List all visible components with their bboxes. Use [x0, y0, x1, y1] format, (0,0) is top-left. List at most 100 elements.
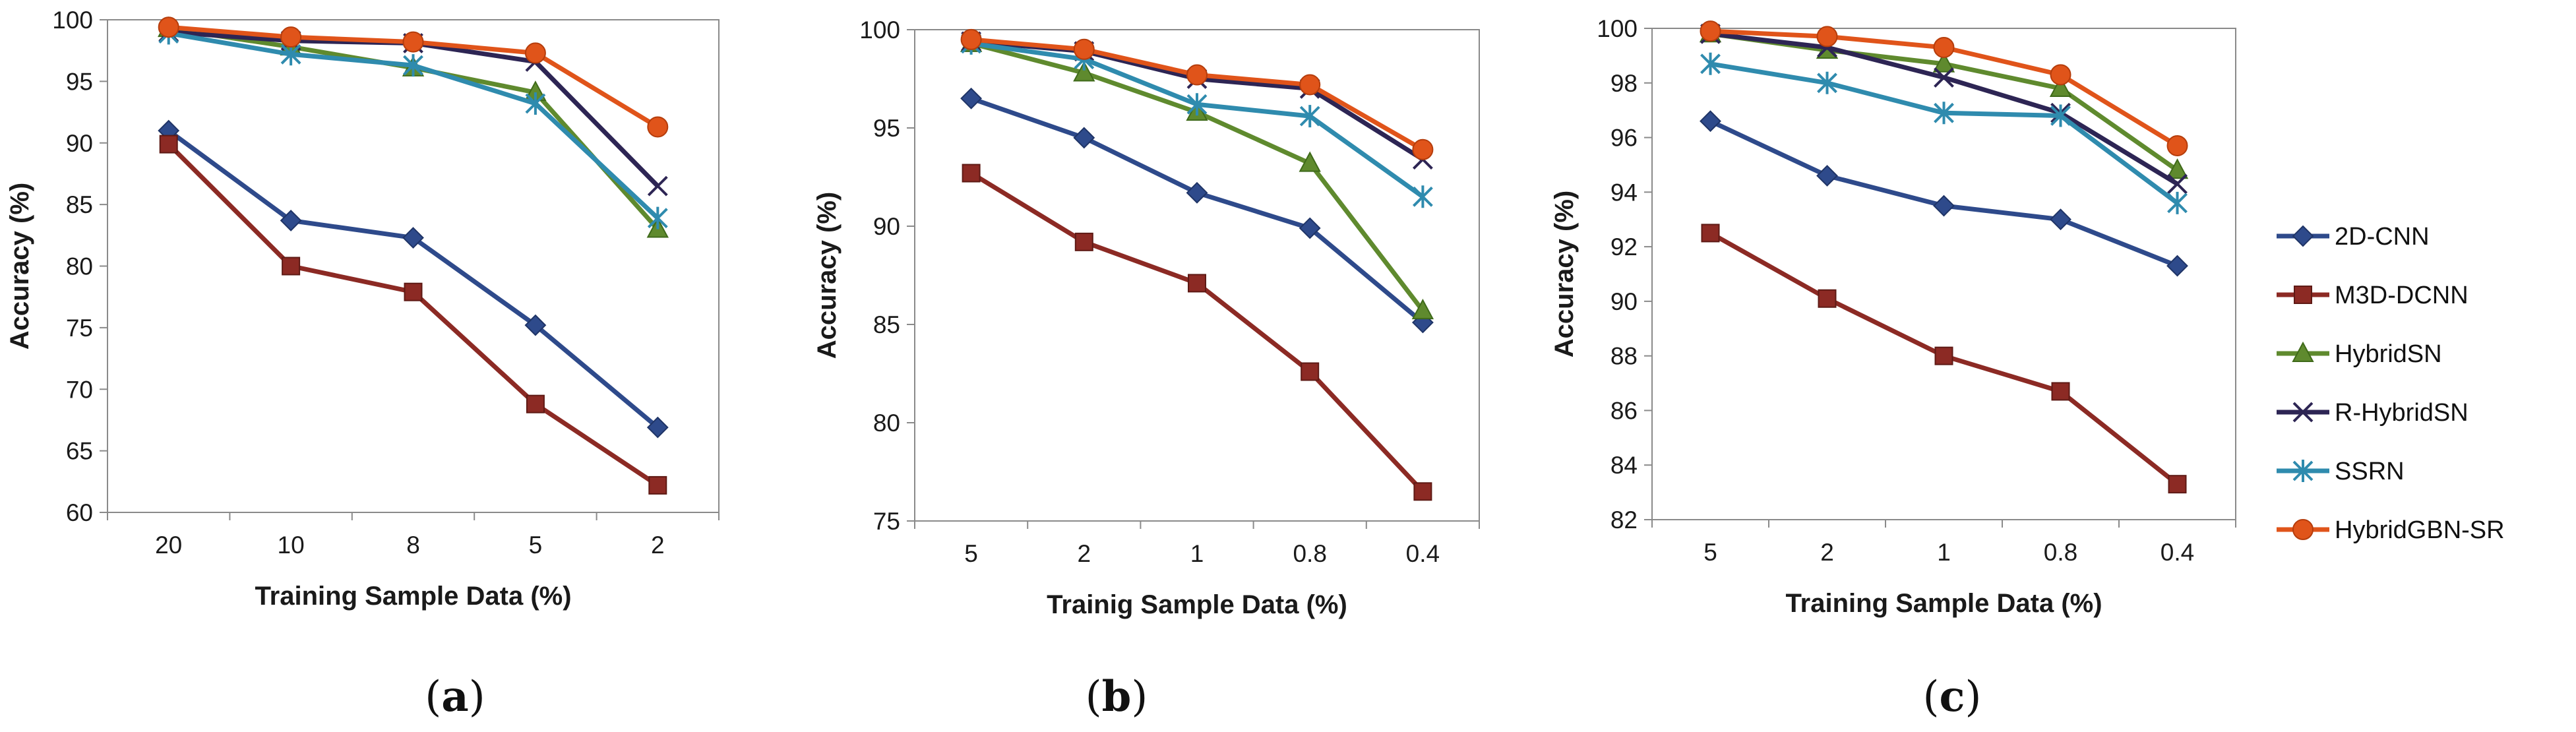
series-2d-cnn: [158, 119, 669, 439]
panel-label-paren: (: [1923, 673, 1940, 721]
y-tick-label: 84: [1610, 452, 1638, 479]
y-tick-label: 80: [873, 410, 900, 437]
x-tick-label: 5: [529, 532, 543, 559]
legend-label: M3D-DCNN: [2335, 282, 2469, 309]
legend-marker: [2294, 286, 2312, 304]
data-point: [1934, 346, 1953, 365]
data-point: [159, 135, 178, 154]
x-tick-label: 1: [1190, 540, 1204, 567]
legend-marker: [2292, 519, 2314, 540]
panel-label-paren: ): [1965, 673, 1981, 721]
y-tick-label: 96: [1610, 125, 1638, 152]
legend-item: HybridGBN-SR: [2277, 516, 2505, 544]
legend-item: SSRN: [2277, 458, 2405, 485]
series-hybridgbn-sr: [158, 16, 669, 138]
data-point: [1701, 224, 1720, 243]
data-point: [648, 475, 667, 495]
data-point: [402, 227, 424, 249]
data-point: [1186, 93, 1208, 116]
legend-label: HybridGBN-SR: [2335, 516, 2505, 544]
data-point: [1818, 289, 1837, 308]
data-point: [2167, 191, 2188, 214]
data-point: [1412, 185, 1433, 208]
legend-label: SSRN: [2335, 458, 2405, 485]
data-point: [647, 175, 668, 197]
panel-label-paren: ): [1131, 673, 1148, 721]
data-point: [1074, 232, 1093, 251]
x-axis-label: Training Sample Data (%): [1785, 589, 2102, 618]
y-tick-label: 85: [66, 191, 93, 218]
plot-area: [107, 19, 720, 513]
data-point: [1412, 138, 1434, 160]
legend-marker: [2292, 460, 2314, 482]
data-point: [1299, 74, 1321, 96]
data-point: [1299, 217, 1321, 239]
data-point: [280, 26, 302, 48]
x-tick-label: 0.4: [1406, 540, 1440, 567]
data-point: [1073, 38, 1095, 60]
x-tick-label: 8: [406, 532, 420, 559]
legend-marker: [2292, 225, 2314, 247]
x-axis-label: Training Sample Data (%): [255, 582, 571, 611]
data-point: [647, 206, 668, 229]
panel-label: (a): [425, 672, 485, 721]
data-point: [2050, 208, 2071, 231]
y-tick-label: 90: [1610, 288, 1638, 315]
panel-label: (b): [1086, 672, 1148, 721]
legend-label: HybridSN: [2335, 340, 2442, 368]
data-point: [2166, 135, 2188, 156]
data-point: [1816, 165, 1838, 187]
data-point: [2168, 475, 2187, 494]
legend-label: R-HybridSN: [2335, 399, 2469, 427]
data-point: [646, 416, 669, 439]
data-point: [2049, 76, 2072, 98]
data-point: [647, 116, 669, 138]
legend: 2D-CNN M3D-DCNN HybridSN R-HybridSN SSRN Hybr…: [2277, 223, 2505, 544]
x-tick-label: 0.8: [1293, 540, 1326, 567]
legend-label: 2D-CNN: [2335, 223, 2430, 251]
data-point: [525, 92, 546, 115]
y-tick-label: 92: [1610, 233, 1638, 260]
x-tick-label: 2: [1078, 540, 1091, 567]
panel-label-letter: c: [1940, 672, 1965, 721]
legend-item: M3D-DCNN: [2277, 282, 2469, 309]
y-tick-label: 70: [66, 376, 93, 403]
data-point: [1933, 36, 1955, 58]
x-tick-label: 1: [1937, 539, 1951, 566]
legend-item: R-HybridSN: [2277, 399, 2469, 427]
panel-label-paren: ): [469, 673, 485, 721]
x-tick-label: 5: [1703, 539, 1717, 566]
data-point: [526, 394, 545, 413]
data-point: [2166, 158, 2189, 179]
data-point: [158, 16, 179, 38]
panel-label: (c): [1923, 672, 1982, 721]
data-point: [2051, 382, 2070, 401]
x-tick-label: 20: [155, 532, 182, 559]
y-tick-label: 86: [1610, 397, 1638, 424]
data-point: [1301, 362, 1320, 381]
x-tick-label: 10: [278, 532, 305, 559]
y-tick-label: 75: [873, 508, 900, 535]
data-point: [1073, 127, 1095, 149]
data-point: [404, 282, 423, 301]
y-tick-label: 95: [873, 115, 900, 142]
data-point: [1932, 51, 1955, 73]
y-axis-label: Accuracy (%): [813, 192, 842, 359]
legend-marker: [2292, 341, 2314, 362]
data-point: [1411, 299, 1434, 320]
y-tick-label: 85: [873, 311, 900, 338]
data-point: [1188, 274, 1206, 293]
data-point: [403, 54, 423, 77]
y-tick-label: 95: [66, 68, 93, 95]
data-point: [1934, 102, 1954, 125]
data-point: [1073, 61, 1095, 82]
data-point: [1934, 67, 1954, 88]
data-point: [1700, 52, 1721, 75]
data-point: [962, 164, 981, 183]
panel-label-paren: (: [425, 673, 441, 721]
series-m3d-dcnn: [1701, 224, 2187, 494]
data-point: [524, 42, 546, 64]
data-point: [1933, 195, 1955, 217]
